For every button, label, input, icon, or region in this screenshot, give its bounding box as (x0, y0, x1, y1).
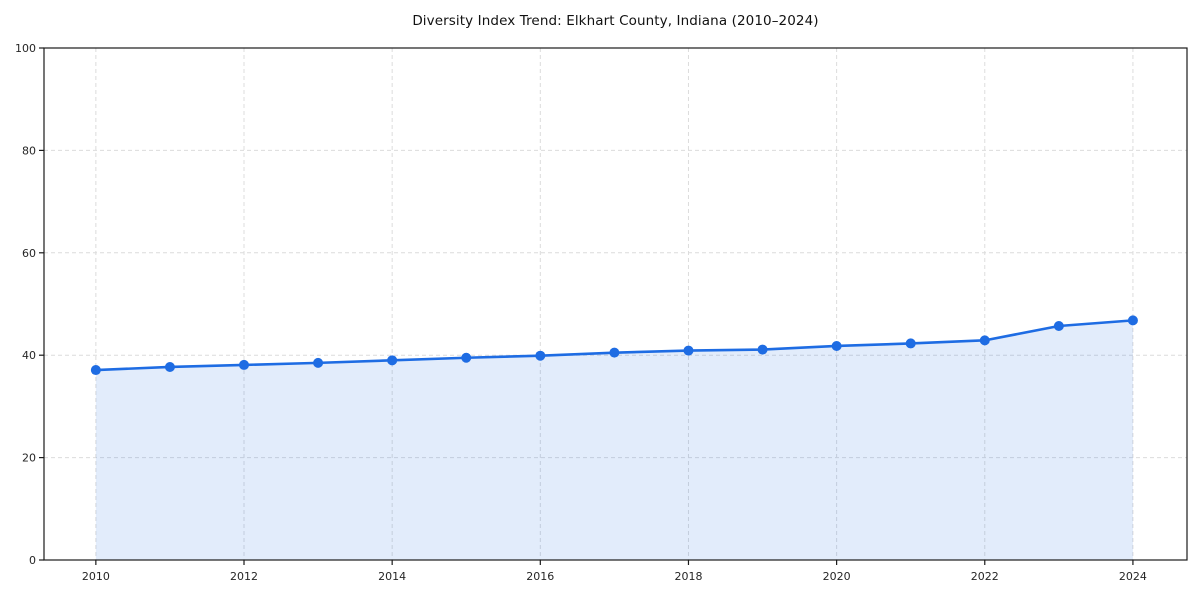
data-point-marker (313, 357, 324, 368)
data-point-marker (1127, 315, 1138, 326)
data-point-marker (609, 347, 620, 358)
y-tick-label: 40 (22, 349, 36, 362)
x-tick-label: 2022 (971, 570, 999, 583)
x-tick-label: 2024 (1119, 570, 1147, 583)
data-point-marker (239, 359, 250, 370)
data-point-marker (831, 340, 842, 351)
data-point-marker (757, 344, 768, 355)
x-tick-label: 2010 (82, 570, 110, 583)
data-point-marker (461, 352, 472, 363)
area-fill (95, 320, 1133, 560)
data-point-marker (1053, 321, 1064, 332)
chart-title: Diversity Index Trend: Elkhart County, I… (412, 13, 819, 29)
y-tick-label: 80 (22, 144, 36, 157)
x-tick-label: 2012 (230, 570, 258, 583)
data-point-marker (90, 365, 101, 376)
data-point-marker (535, 350, 546, 361)
y-tick-label: 60 (22, 247, 36, 260)
y-tick-label: 20 (22, 452, 36, 465)
plot-border (43, 47, 1188, 561)
x-tick-label: 2018 (674, 570, 702, 583)
data-point-marker (905, 338, 916, 349)
y-tick-label: 100 (15, 42, 36, 55)
x-tick-label: 2014 (378, 570, 406, 583)
data-point-marker (683, 345, 694, 356)
x-tick-label: 2016 (526, 570, 554, 583)
data-point-marker (387, 355, 398, 366)
data-point-marker (164, 361, 175, 372)
y-tick-label: 0 (29, 554, 36, 567)
data-point-marker (979, 335, 990, 346)
x-tick-label: 2020 (823, 570, 851, 583)
